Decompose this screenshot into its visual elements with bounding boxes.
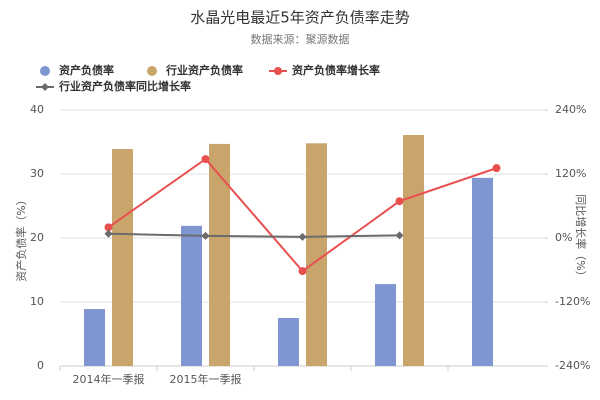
y2-axis-label: 同比增长率（%） — [574, 194, 588, 281]
line — [107, 157, 497, 273]
bar — [112, 149, 133, 366]
point — [201, 231, 210, 240]
point — [201, 155, 210, 164]
legend-label: 资产负债率增长率 — [292, 63, 380, 77]
y-tick-label: 0 — [37, 359, 44, 372]
bar — [209, 143, 230, 366]
bar — [375, 284, 396, 366]
chart-subtitle: 数据来源：聚源数据 — [251, 32, 350, 46]
legend-marker — [147, 66, 157, 76]
y2-tick-label: -240% — [555, 359, 590, 372]
bar — [181, 225, 202, 366]
y-tick-label: 20 — [30, 231, 44, 244]
y2-tick-label: 0% — [555, 231, 572, 244]
bar — [306, 143, 327, 366]
bar — [472, 177, 493, 366]
y-axis-label: 资产负债率（%） — [14, 194, 28, 281]
y2-tick-label: 120% — [555, 167, 586, 180]
legend-marker — [40, 66, 50, 76]
point — [492, 164, 501, 173]
point — [104, 223, 113, 232]
x-tick-label: 2014年一季报 — [73, 372, 145, 386]
legend-marker — [41, 83, 49, 91]
point — [298, 232, 307, 241]
y-tick-label: 10 — [30, 295, 44, 308]
legend-label: 行业资产负债率同比增长率 — [58, 79, 191, 93]
y-tick-label: 40 — [30, 103, 44, 116]
chart-title: 水晶光电最近5年资产负债率走势 — [190, 9, 410, 27]
bar — [84, 309, 105, 366]
x-tick-label: 2015年一季报 — [170, 372, 242, 386]
point — [298, 267, 307, 276]
bar — [403, 134, 424, 366]
y2-tick-label: 240% — [555, 103, 586, 116]
legend-label: 资产负债率 — [59, 63, 114, 77]
line — [108, 232, 400, 238]
point — [104, 229, 113, 238]
point — [395, 197, 404, 206]
y-tick-label: 30 — [30, 167, 44, 180]
y2-tick-label: -120% — [555, 295, 590, 308]
legend-marker — [274, 67, 282, 75]
point — [395, 231, 404, 240]
legend-label: 行业资产负债率 — [165, 63, 243, 77]
bar — [278, 318, 299, 366]
